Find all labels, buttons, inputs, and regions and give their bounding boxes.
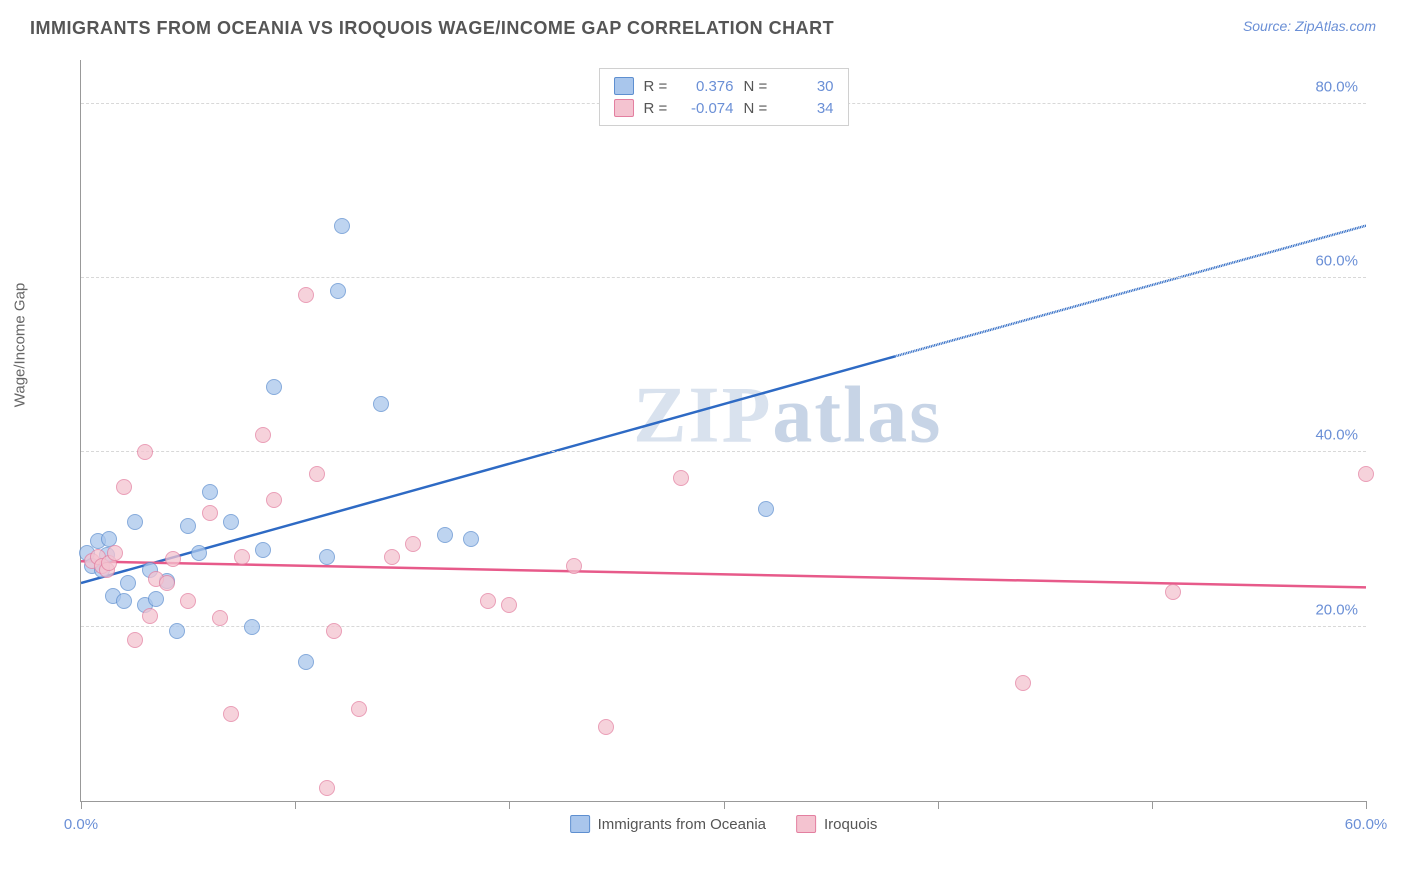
legend-n-value-1: 30 <box>782 78 834 95</box>
source-link[interactable]: Source: ZipAtlas.com <box>1243 18 1376 34</box>
y-axis-label: Wage/Income Gap <box>12 283 29 408</box>
scatter-point <box>384 549 400 565</box>
scatter-point <box>191 545 207 561</box>
scatter-point <box>244 619 260 635</box>
x-tick-label: 60.0% <box>1345 816 1388 833</box>
x-tick <box>1152 801 1153 809</box>
scatter-point <box>758 501 774 517</box>
x-tick-label: 0.0% <box>64 816 98 833</box>
scatter-point <box>373 396 389 412</box>
plot-area: ZIPatlas R = 0.376 N = 30 R = -0.074 N =… <box>80 60 1366 802</box>
legend-n-label: N = <box>744 100 772 117</box>
legend-row-series-2: R = -0.074 N = 34 <box>614 97 834 119</box>
scatter-point <box>319 549 335 565</box>
legend-item-series-2: Iroquois <box>796 815 877 833</box>
y-tick-label: 60.0% <box>1315 252 1358 269</box>
scatter-point <box>107 545 123 561</box>
scatter-point <box>566 558 582 574</box>
scatter-point <box>326 623 342 639</box>
scatter-point <box>480 593 496 609</box>
legend-n-label: N = <box>744 78 772 95</box>
scatter-point <box>180 593 196 609</box>
x-tick <box>509 801 510 809</box>
y-tick-label: 80.0% <box>1315 78 1358 95</box>
scatter-point <box>255 542 271 558</box>
legend-swatch-2 <box>614 99 634 117</box>
legend-swatch-bottom-1 <box>570 815 590 833</box>
scatter-point <box>298 287 314 303</box>
scatter-point <box>137 444 153 460</box>
scatter-point <box>463 531 479 547</box>
scatter-point <box>673 470 689 486</box>
scatter-point <box>116 479 132 495</box>
legend-r-value-2: -0.074 <box>682 100 734 117</box>
scatter-point <box>142 608 158 624</box>
scatter-point <box>437 527 453 543</box>
scatter-point <box>120 575 136 591</box>
scatter-point <box>255 427 271 443</box>
scatter-point <box>266 492 282 508</box>
grid-line <box>81 626 1366 627</box>
scatter-point <box>169 623 185 639</box>
scatter-point <box>309 466 325 482</box>
scatter-point <box>319 780 335 796</box>
scatter-point <box>223 514 239 530</box>
scatter-point <box>223 706 239 722</box>
x-tick <box>938 801 939 809</box>
x-tick <box>81 801 82 809</box>
series-legend: Immigrants from Oceania Iroquois <box>570 815 878 833</box>
scatter-point <box>330 283 346 299</box>
header: IMMIGRANTS FROM OCEANIA VS IROQUOIS WAGE… <box>0 0 1406 39</box>
legend-row-series-1: R = 0.376 N = 30 <box>614 75 834 97</box>
scatter-point <box>351 701 367 717</box>
x-tick <box>295 801 296 809</box>
scatter-point <box>266 379 282 395</box>
legend-n-value-2: 34 <box>782 100 834 117</box>
scatter-point <box>159 575 175 591</box>
legend-r-label: R = <box>644 100 672 117</box>
chart-container: Wage/Income Gap ZIPatlas R = 0.376 N = 3… <box>30 50 1376 872</box>
scatter-point <box>127 632 143 648</box>
grid-line <box>81 277 1366 278</box>
legend-label-1: Immigrants from Oceania <box>598 816 766 833</box>
scatter-point <box>165 551 181 567</box>
scatter-point <box>334 218 350 234</box>
scatter-point <box>148 591 164 607</box>
legend-swatch-1 <box>614 77 634 95</box>
scatter-point <box>1165 584 1181 600</box>
y-tick-label: 20.0% <box>1315 601 1358 618</box>
scatter-point <box>405 536 421 552</box>
trend-lines-svg <box>81 60 1366 801</box>
scatter-point <box>598 719 614 735</box>
scatter-point <box>1015 675 1031 691</box>
scatter-point <box>127 514 143 530</box>
scatter-point <box>501 597 517 613</box>
watermark: ZIPatlas <box>633 370 942 461</box>
grid-line <box>81 451 1366 452</box>
legend-swatch-bottom-2 <box>796 815 816 833</box>
scatter-point <box>234 549 250 565</box>
scatter-point <box>298 654 314 670</box>
legend-label-2: Iroquois <box>824 816 877 833</box>
chart-title: IMMIGRANTS FROM OCEANIA VS IROQUOIS WAGE… <box>30 18 834 39</box>
legend-item-series-1: Immigrants from Oceania <box>570 815 766 833</box>
scatter-point <box>116 593 132 609</box>
legend-r-label: R = <box>644 78 672 95</box>
correlation-legend: R = 0.376 N = 30 R = -0.074 N = 34 <box>599 68 849 126</box>
scatter-point <box>202 484 218 500</box>
x-tick <box>724 801 725 809</box>
y-tick-label: 40.0% <box>1315 427 1358 444</box>
scatter-point <box>202 505 218 521</box>
scatter-point <box>1358 466 1374 482</box>
x-tick <box>1366 801 1367 809</box>
scatter-point <box>180 518 196 534</box>
legend-r-value-1: 0.376 <box>682 78 734 95</box>
scatter-point <box>212 610 228 626</box>
